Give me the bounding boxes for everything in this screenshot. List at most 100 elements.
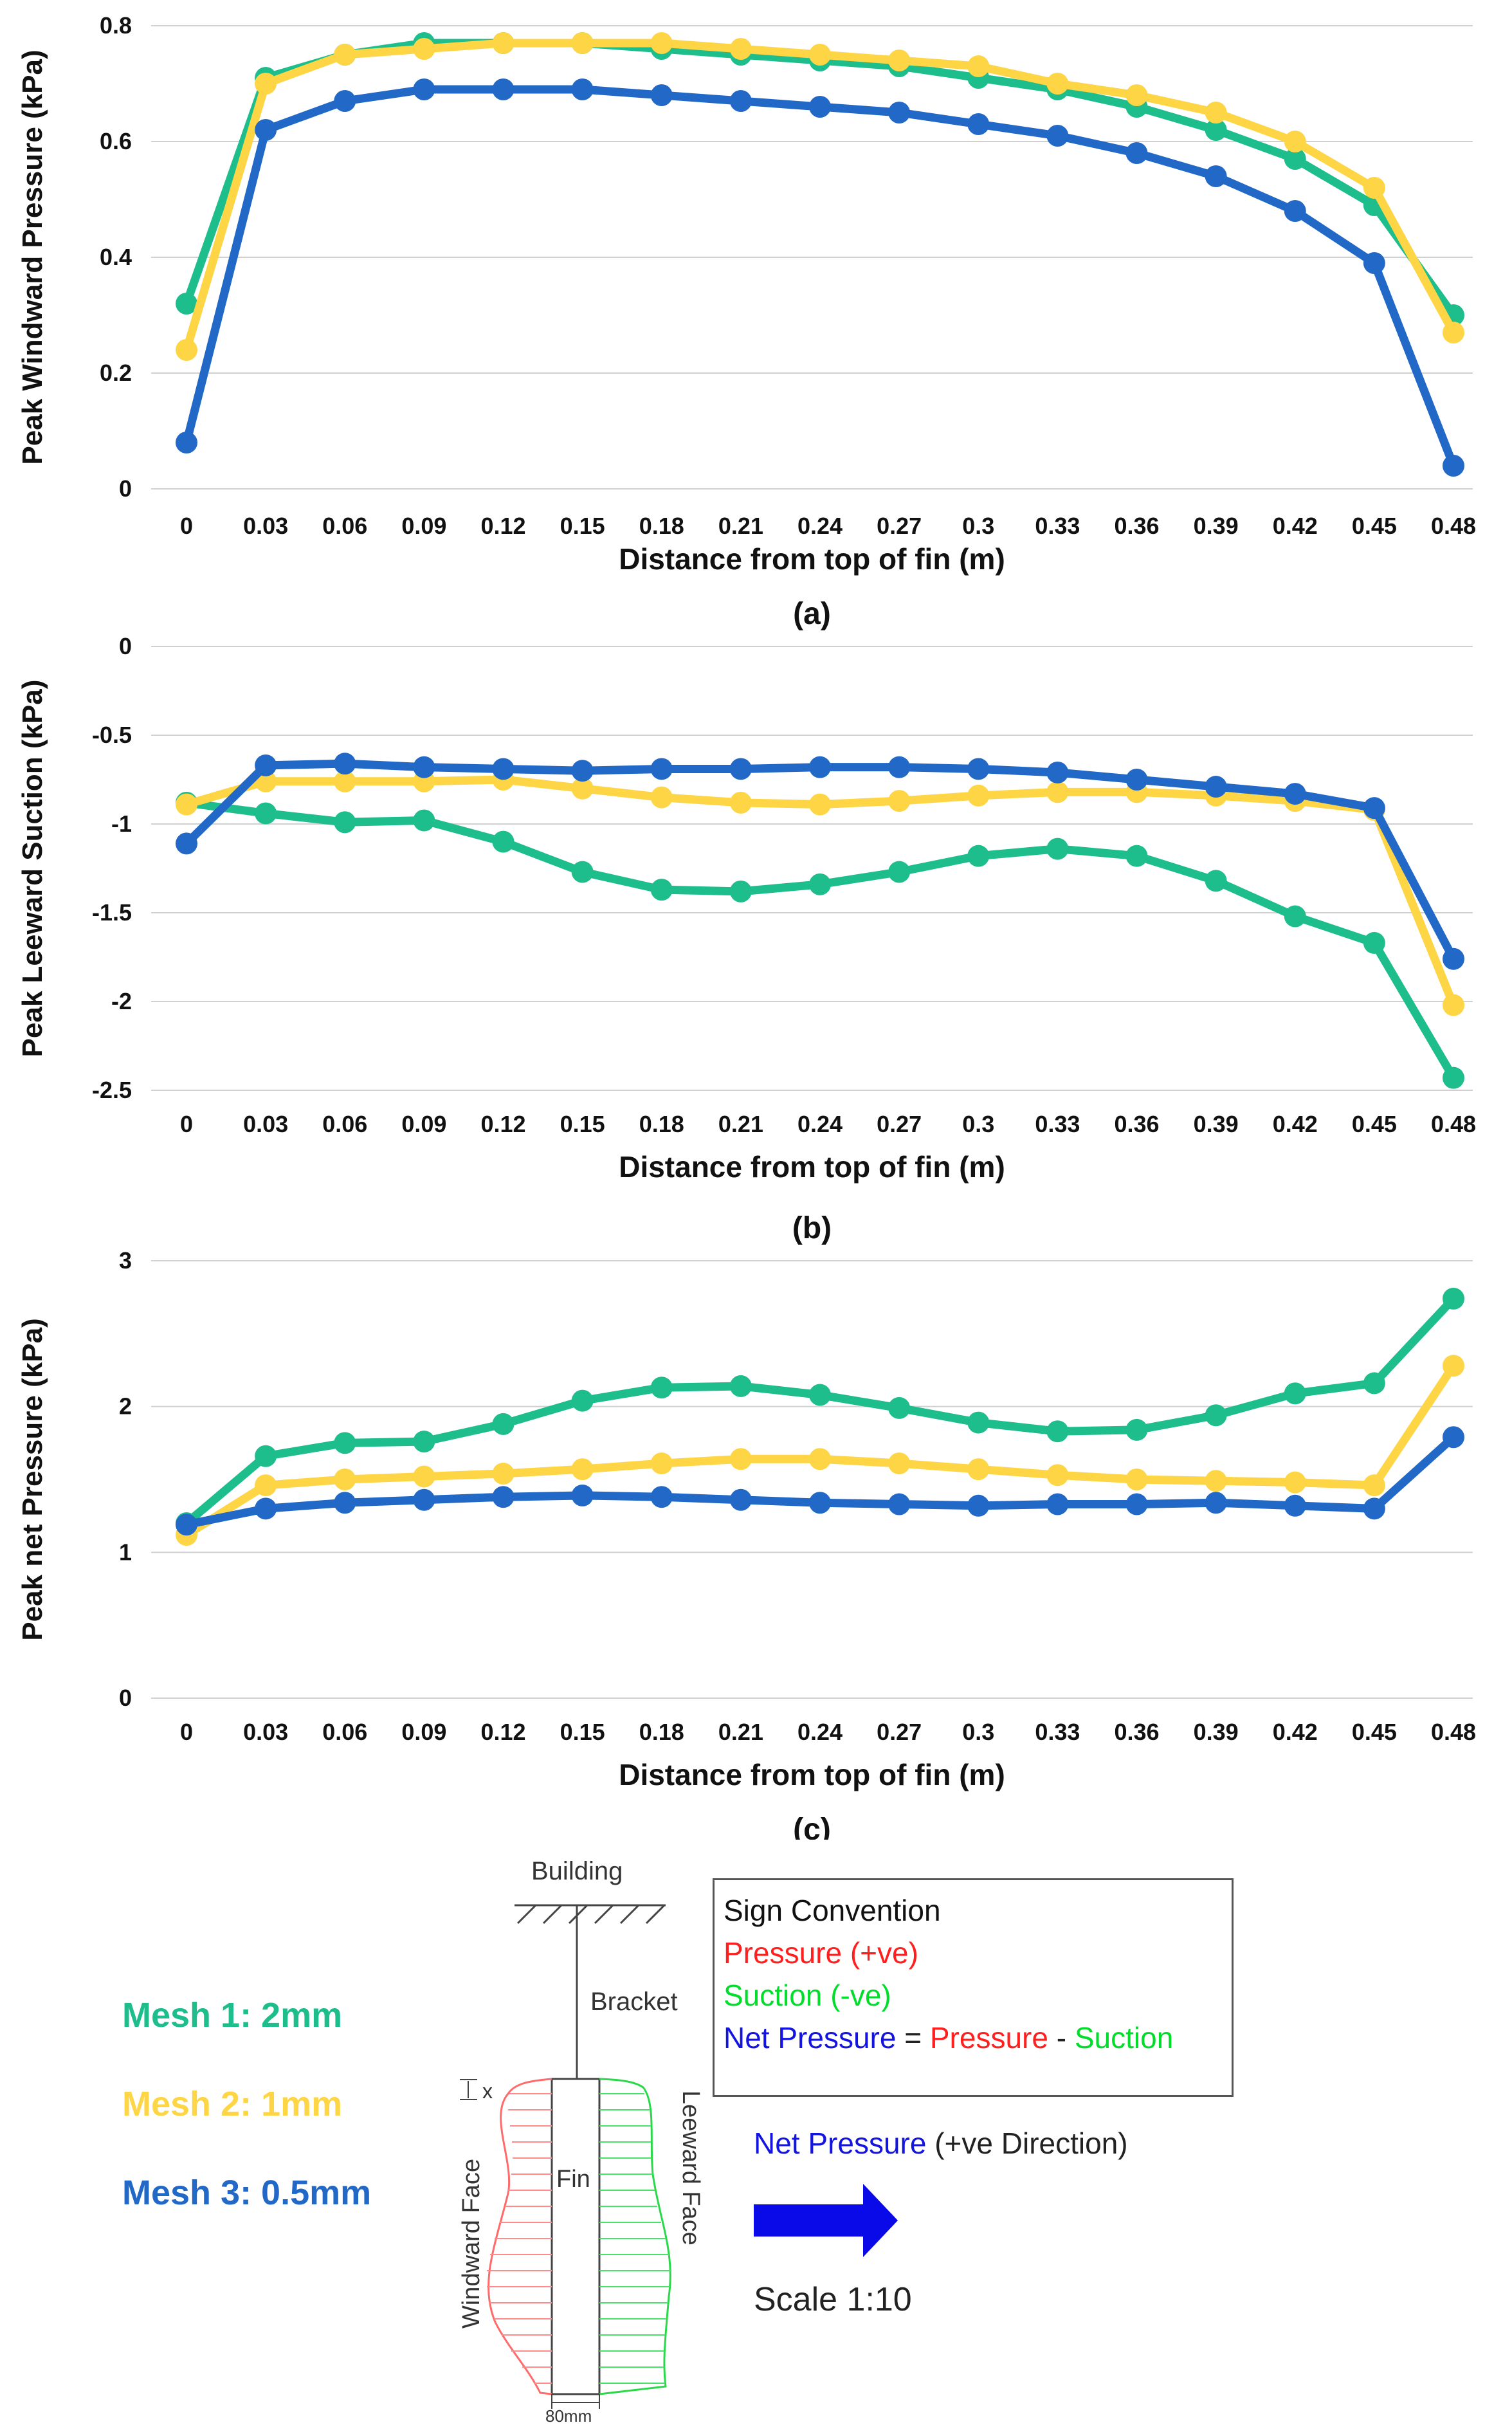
x-tick-label: 0.06	[322, 1111, 367, 1137]
data-point-mesh-2	[809, 793, 831, 816]
series-line-mesh-1	[182, 39, 1458, 320]
data-point-mesh-2	[334, 770, 356, 792]
data-point-mesh-1	[1125, 845, 1148, 867]
x-tick-label: 0.42	[1273, 513, 1318, 539]
data-point-mesh-2	[967, 1458, 990, 1481]
data-point-mesh-2	[1046, 73, 1069, 95]
data-point-mesh-3	[334, 1492, 356, 1514]
data-point-mesh-2	[413, 38, 435, 60]
data-point-mesh-3	[1205, 776, 1227, 798]
data-point-mesh-1	[1205, 870, 1227, 892]
data-point-mesh-2	[650, 786, 673, 809]
data-point-mesh-3	[888, 756, 911, 778]
x-tick-label: 0	[180, 1719, 193, 1745]
x-tick-label: 0.21	[718, 513, 763, 539]
data-point-mesh-2	[888, 790, 911, 812]
data-point-mesh-3	[729, 90, 752, 112]
data-point-mesh-2	[809, 1448, 831, 1470]
panel-label: (c)	[793, 1813, 831, 1840]
data-point-mesh-1	[888, 1396, 911, 1419]
data-point-mesh-3	[1284, 1494, 1306, 1517]
data-point-mesh-2	[255, 1474, 277, 1497]
x-tick-label: 0.33	[1035, 1719, 1080, 1745]
series-line-mesh-3	[182, 759, 1458, 964]
data-point-mesh-3	[650, 758, 673, 780]
x-tick-label: 0.42	[1273, 1111, 1318, 1137]
x-tick-label: 0.33	[1035, 513, 1080, 539]
building-hatch	[516, 1904, 666, 1925]
data-point-mesh-1	[1046, 837, 1069, 860]
data-point-mesh-1	[650, 879, 673, 901]
data-point-mesh-1	[1284, 148, 1306, 170]
data-point-mesh-2	[729, 1448, 752, 1470]
x-tick-label: 0.18	[639, 1111, 684, 1137]
x-tick-label: 0.45	[1352, 1719, 1397, 1745]
data-point-mesh-3	[809, 756, 831, 778]
x-tick-label: 0.09	[401, 1111, 446, 1137]
data-point-mesh-2	[650, 32, 673, 54]
data-point-mesh-1	[809, 873, 831, 895]
data-point-mesh-3	[255, 1497, 277, 1520]
x-tick-label: 0.12	[480, 1111, 525, 1137]
series-line-mesh-1	[182, 1294, 1458, 1528]
data-point-mesh-1	[571, 1389, 594, 1412]
legend-mesh-1-label: Mesh 1: 2mm	[122, 1996, 343, 2035]
x-tick-label: 0.45	[1352, 513, 1397, 539]
x-tick-label: 0.27	[877, 1111, 922, 1137]
y-tick-label: 0.4	[100, 244, 132, 270]
data-point-mesh-2	[967, 784, 990, 807]
x-tick-label: 0.09	[401, 513, 446, 539]
data-point-mesh-2	[967, 55, 990, 77]
data-point-mesh-3	[1125, 1493, 1148, 1515]
data-point-mesh-3	[334, 753, 356, 775]
x-tick-label: 0.15	[560, 1719, 605, 1745]
data-point-mesh-1	[729, 1375, 752, 1397]
y-tick-label: -0.5	[92, 722, 132, 748]
x-tick-label: 0.48	[1431, 1111, 1476, 1137]
suction-term: Suction	[1074, 2021, 1174, 2054]
data-point-mesh-1	[1125, 1418, 1148, 1441]
data-point-mesh-1	[255, 1445, 277, 1467]
x-tick-label: 0.39	[1194, 513, 1239, 539]
x-tick-label: 0.27	[877, 513, 922, 539]
chart-panel-2: 0 -0.5 -1 -1.5 -2 -2.5 0 0.03 0.06 0.09 0.12 0.15 0.…	[17, 633, 1476, 1245]
data-point-mesh-1	[1363, 931, 1385, 954]
series-line-mesh-1	[182, 798, 1458, 1083]
x-tick-label: 0.3	[962, 1719, 994, 1745]
data-point-mesh-3	[729, 1488, 752, 1511]
data-point-mesh-2	[176, 339, 197, 361]
data-point-mesh-3	[1443, 1426, 1464, 1449]
fin-label: Fin	[556, 2166, 590, 2193]
data-point-mesh-3	[967, 113, 990, 135]
data-point-mesh-3	[650, 84, 673, 106]
data-point-mesh-3	[1284, 783, 1306, 805]
data-point-mesh-3	[1363, 797, 1385, 819]
y-tick-label: 1	[119, 1539, 132, 1565]
y-tick-label: 0	[119, 1685, 132, 1711]
net-direction-suffix: (+ve Direction)	[934, 2127, 1128, 2160]
y-axis-label: Peak Leeward Suction (kPa)	[17, 680, 48, 1057]
data-point-mesh-3	[650, 1486, 673, 1508]
data-point-mesh-3	[1046, 1493, 1069, 1515]
leeward-profile	[599, 2078, 671, 2395]
data-point-mesh-3	[1443, 455, 1464, 477]
y-tick-label: 0.8	[100, 12, 132, 39]
x-marker	[460, 2079, 477, 2100]
x-tick-label: 0.03	[243, 513, 288, 539]
x-tick-label: 0.21	[718, 1111, 763, 1137]
data-point-mesh-2	[729, 791, 752, 814]
data-point-mesh-2	[1046, 1464, 1069, 1487]
data-point-mesh-3	[571, 78, 594, 100]
y-tick-label: 0	[119, 633, 132, 659]
data-point-mesh-2	[492, 1462, 515, 1485]
data-point-mesh-2	[1363, 1474, 1385, 1497]
data-point-mesh-1	[413, 809, 435, 832]
net-direction-name: Net Pressure	[754, 2127, 927, 2160]
width-label: 80mm	[545, 2406, 592, 2425]
x-axis-label: Distance from top of fin (m)	[619, 542, 1005, 576]
data-point-mesh-3	[888, 102, 911, 124]
x-tick-label: 0.03	[243, 1111, 288, 1137]
data-point-mesh-3	[176, 1514, 197, 1536]
panel-label: (b)	[792, 1211, 832, 1245]
data-point-mesh-2	[334, 44, 356, 66]
